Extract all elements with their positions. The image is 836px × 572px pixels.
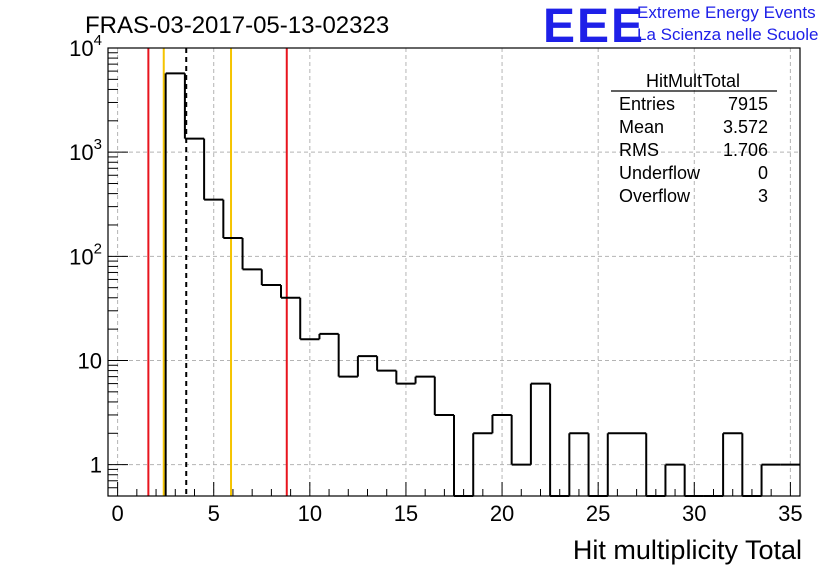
stats-box: HitMultTotal Entries 7915 Mean 3.572 RMS 1.70… [611, 71, 777, 206]
x-tick-label: 15 [394, 501, 418, 526]
stats-value: 3.572 [723, 117, 768, 137]
stats-value: 1.706 [723, 140, 768, 160]
x-axis: 0 5 10 15 20 25 30 35 [111, 482, 803, 526]
eee-logo: EEE Extreme Energy Events La Scienza nel… [543, 0, 818, 53]
x-tick-label: 30 [682, 501, 706, 526]
x-tick-label: 5 [208, 501, 220, 526]
y-axis: 1 10 102 103 104 [69, 32, 128, 497]
x-axis-title: Hit multiplicity Total [573, 535, 802, 565]
marker-lines [147, 48, 288, 496]
stats-label: Mean [619, 117, 664, 137]
x-tick-label: 25 [586, 501, 610, 526]
y-tick-label: 1 [90, 453, 102, 478]
x-tick-label: 0 [111, 501, 123, 526]
logo-line1: Extreme Energy Events [637, 3, 816, 22]
x-tick-label: 20 [490, 501, 514, 526]
stats-label: Underflow [619, 163, 701, 183]
y-tick-label: 104 [69, 32, 102, 61]
stats-label: RMS [619, 140, 659, 160]
y-tick-label: 103 [69, 136, 102, 165]
y-tick-label: 10 [78, 348, 102, 373]
stats-title: HitMultTotal [646, 71, 740, 91]
chart-title: FRAS-03-2017-05-13-02323 [85, 12, 389, 39]
logo-line2: La Scienza nelle Scuole [637, 25, 818, 44]
stats-label: Overflow [619, 186, 691, 206]
histogram-series [164, 72, 800, 497]
stats-label: Entries [619, 94, 675, 114]
stats-value: 3 [758, 186, 768, 206]
logo-mark: EEE [543, 0, 645, 53]
stats-value: 7915 [728, 94, 768, 114]
x-tick-label: 35 [778, 501, 802, 526]
x-tick-label: 10 [298, 501, 322, 526]
stats-value: 0 [758, 163, 768, 183]
y-tick-label: 102 [69, 240, 102, 269]
